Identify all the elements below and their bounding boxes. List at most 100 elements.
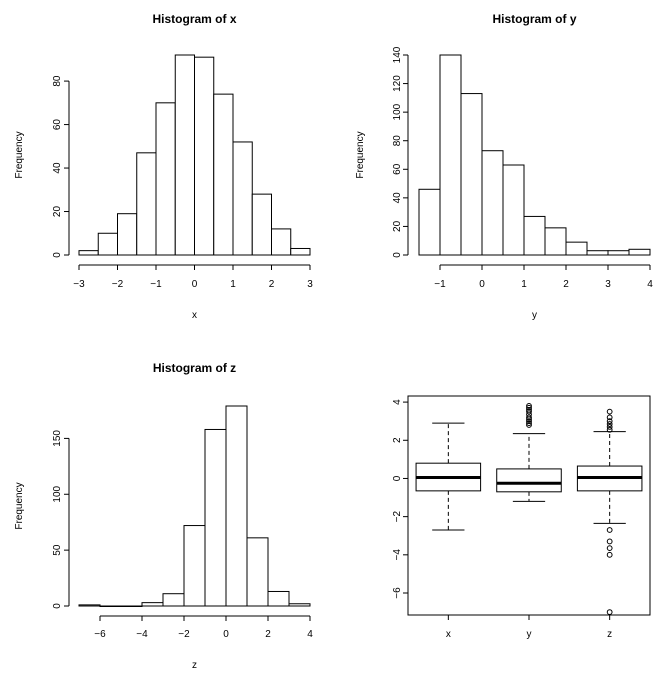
bar [225,405,248,607]
bar [481,150,504,256]
box-x [415,422,482,531]
y-tick-label: 80 [52,75,63,87]
bar [544,227,567,256]
y-tick-label: 0 [52,252,63,258]
x-tick-label: 0 [192,279,198,290]
chart-title: Histogram of y [492,12,576,26]
y-tick-label: 100 [52,485,63,502]
outlier-point [526,422,532,428]
bar [174,54,195,256]
bar [586,250,609,256]
plot-frame [407,395,651,616]
bar [267,590,290,607]
bar [290,247,311,256]
outlier-point [606,426,613,433]
bar [251,193,272,256]
outlier-point [526,414,532,421]
outlier-point [606,551,613,558]
x-tick-label: −1 [150,279,162,290]
outlier-point [606,538,613,545]
x-tick-label: 2 [265,629,271,640]
bar [502,164,525,256]
bar [117,213,138,256]
x-tick-label: −3 [73,279,85,290]
box-y [496,403,562,502]
x-tick-label: x [446,629,451,640]
y-tick-label: 20 [392,220,403,232]
y-tick-label: 40 [392,192,403,204]
x-tick-label: 4 [647,279,653,290]
x-tick-label: −1 [434,279,446,290]
y-tick-label: 150 [52,430,63,447]
outlier-point [526,420,532,426]
y-axis-label: Frequency [14,482,25,529]
panel-histogram-x: Histogram of x −3 −2 −1 0 1 2 3 x 0 20 40 60 80 Freque… [14,12,313,321]
x-tick-label: 3 [605,279,611,290]
panel-boxplot-xyz: x y z −6 −4 −2 0 2 4 [392,395,651,640]
x-tick-label: z [607,629,612,640]
bar [78,604,101,607]
y-tick-label: 4 [392,399,403,405]
bar [136,152,157,256]
y-tick-label: 120 [392,75,403,92]
chart-title: Histogram of x [152,12,236,26]
bar [78,250,99,256]
outlier-point [606,609,613,615]
x-tick-label: −2 [178,629,190,640]
x-tick-label: 0 [479,279,485,290]
x-tick-label: −6 [94,629,106,640]
bar [120,605,143,607]
bar [194,56,215,256]
outlier-point [526,403,532,409]
outlier-point [526,404,532,411]
y-tick-label: −2 [392,510,403,522]
x-tick-label: y [527,629,532,640]
outlier-point [606,421,613,427]
outlier-point [606,418,613,425]
y-tick-label: −6 [392,587,403,599]
bar [232,141,253,256]
y-tick-label: 20 [52,206,63,218]
y-tick-label: 80 [392,135,403,147]
box-z [576,408,643,615]
y-tick-label: 0 [392,475,403,481]
y-tick-label: 100 [392,103,403,120]
bar [628,248,651,256]
x-tick-label: 1 [230,279,236,290]
y-tick-label: −4 [392,549,403,561]
y-tick-label: 2 [392,437,403,443]
outlier-point [606,527,613,533]
y-tick-label: 0 [52,603,63,609]
chart-title: Histogram of z [153,361,236,375]
y-axis-label: Frequency [355,131,366,178]
panel-histogram-z: Histogram of z −6 −4 −2 0 2 4 z 0 50 100 150 Frequen… [14,361,313,671]
outlier-point [606,545,613,552]
x-tick-label: 4 [307,629,313,640]
y-axis-label: Frequency [14,131,25,178]
y-tick-label: 60 [392,163,403,175]
y-tick-label: 50 [52,544,63,556]
outlier-point [606,424,613,430]
x-axis-label: y [532,310,537,321]
bar [288,603,311,607]
box-body [496,468,562,493]
panel-histogram-y: Histogram of y −1 0 1 2 3 4 y 0 20 40 60 80 100 120 140… [355,12,653,321]
bar [460,93,483,256]
bar [97,232,118,256]
bar [155,102,176,256]
y-tick-label: 60 [52,119,63,131]
bar [246,537,269,607]
x-tick-label: −4 [136,629,148,640]
bar [213,93,234,256]
outlier-point [526,408,532,415]
outlier-point [526,406,532,413]
bar [204,428,227,607]
bar [565,241,588,256]
outlier-point [526,418,532,425]
outlier-point [606,408,613,415]
bar [141,602,164,607]
x-axis-label: x [192,310,197,321]
bar [271,228,292,256]
bar [183,525,206,607]
